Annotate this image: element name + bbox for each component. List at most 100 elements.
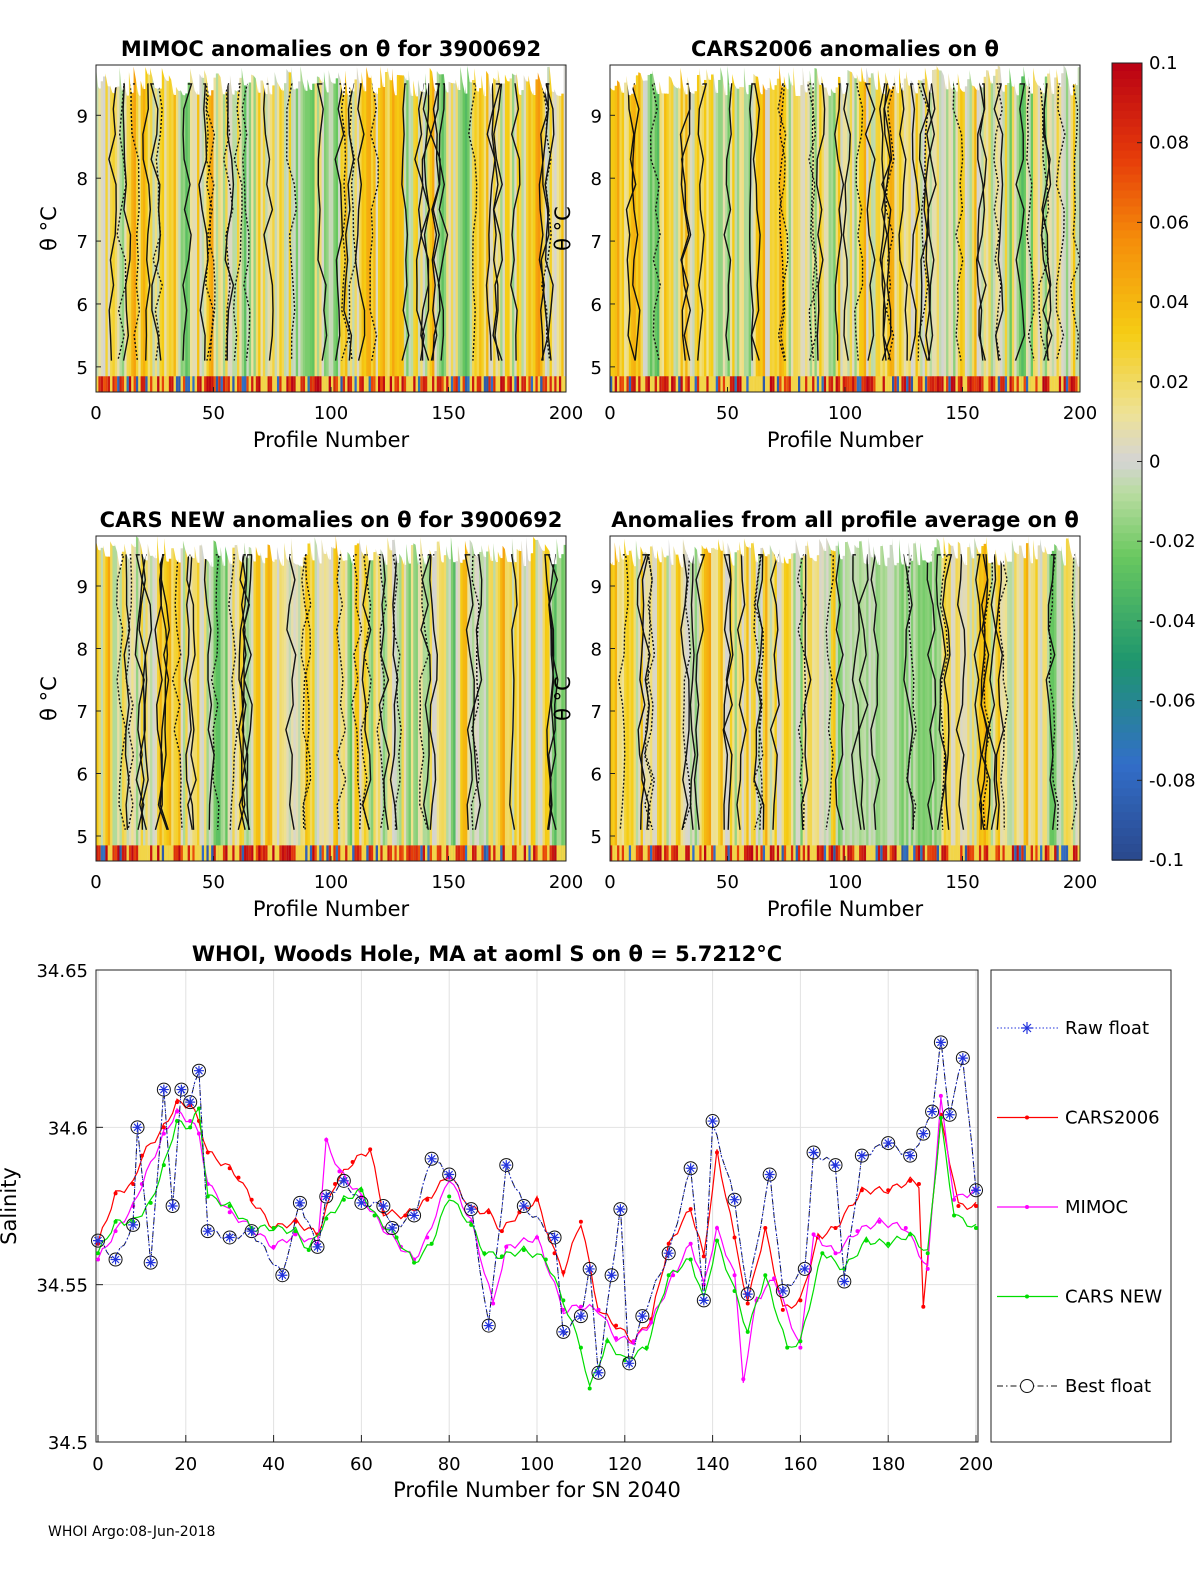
deep-layer-cell (192, 376, 196, 392)
data-point (688, 1207, 693, 1212)
data-point (202, 1226, 213, 1237)
data-point (483, 1320, 494, 1331)
deep-layer-cell (1058, 845, 1062, 861)
profile-column (887, 557, 891, 861)
profile-column (542, 550, 546, 861)
deep-layer-cell (472, 845, 475, 861)
colorbar-cell (1112, 198, 1142, 208)
contour-line (429, 554, 439, 830)
deep-layer-cell (284, 376, 287, 392)
profile-column (121, 90, 125, 392)
profile-column (908, 542, 912, 861)
series-line (97, 1038, 977, 1377)
profile-column (1056, 546, 1060, 861)
data-point (688, 1241, 693, 1246)
contour-line (909, 83, 921, 361)
colorbar-cell (1112, 405, 1142, 415)
deep-layer-cell (626, 845, 630, 861)
deep-layer-cell (476, 376, 480, 392)
y-tick-label: 6 (591, 295, 602, 316)
deep-layer-cell (828, 376, 832, 392)
colorbar-cell (1112, 724, 1142, 734)
profile-column (884, 566, 888, 861)
deep-layer-cell (934, 845, 938, 861)
deep-layer-cell (734, 845, 738, 861)
data-point (324, 1137, 329, 1142)
data-point (161, 1125, 166, 1130)
deep-layer-cell (124, 845, 128, 861)
profile-column (199, 545, 203, 861)
colorbar-cell (1112, 812, 1142, 821)
profile-column (863, 81, 867, 392)
deep-layer-cell (1014, 845, 1018, 861)
deep-layer-cell (241, 845, 245, 861)
contour-line (430, 83, 441, 361)
profile-column (110, 85, 114, 392)
deep-layer-cell (335, 376, 339, 392)
deep-layer-cell (140, 845, 144, 861)
profile-column (819, 538, 823, 861)
data-point (350, 1159, 355, 1164)
profile-column (150, 555, 153, 861)
deep-layer-cell (854, 845, 858, 861)
profile-column (239, 77, 243, 392)
y-tick-label: 9 (591, 577, 602, 598)
colorbar-cell (1112, 214, 1142, 224)
profile-column (403, 75, 407, 392)
profile-column (479, 88, 482, 392)
profile-column (272, 85, 276, 392)
profile-column (474, 68, 478, 392)
data-point (764, 1169, 775, 1180)
profile-column (746, 94, 750, 392)
deep-layer-cell (131, 845, 135, 861)
deep-layer-cell (387, 376, 391, 392)
panel-title: Anomalies from all profile average on θ (611, 508, 1079, 532)
y-tick-label: 5 (77, 827, 88, 848)
profile-column (649, 546, 653, 861)
profile-column (276, 546, 280, 861)
profile-column (610, 87, 613, 392)
deep-layer-cell (96, 376, 99, 392)
data-point (561, 1298, 566, 1303)
profile-column (788, 558, 792, 861)
profile-column (671, 77, 675, 392)
deep-layer-cell (396, 845, 400, 861)
deep-layer-cell (234, 845, 238, 861)
deep-layer-cell (314, 376, 318, 392)
deep-layer-cell (429, 376, 433, 392)
deep-layer-cell (988, 376, 992, 392)
profile-column (561, 554, 565, 861)
deep-layer-cell (722, 845, 726, 861)
profile-column (232, 94, 236, 392)
profile-column (837, 76, 841, 392)
x-tick-label: 50 (716, 403, 739, 424)
profile-column (809, 557, 813, 861)
profile-column (906, 71, 910, 392)
contour-line (239, 554, 251, 830)
deep-layer-cell (549, 376, 553, 392)
data-point (293, 1229, 298, 1234)
deep-layer-cell (227, 845, 231, 861)
profile-column (147, 543, 151, 861)
profile-column (746, 546, 750, 861)
profile-column (103, 76, 106, 392)
deep-layer-cell (814, 376, 818, 392)
data-point (935, 1037, 946, 1048)
deep-layer-cell (781, 845, 785, 861)
data-point (714, 1150, 719, 1155)
deep-layer-cell (260, 845, 264, 861)
deep-layer-cell (1023, 376, 1027, 392)
profile-column (288, 72, 292, 392)
contour-line (917, 83, 929, 361)
data-point (131, 1181, 136, 1186)
deep-layer-cell (1025, 376, 1029, 392)
contour-line (752, 554, 764, 830)
contour-line (697, 83, 708, 361)
deep-layer-cell (375, 376, 379, 392)
colorbar-cell (1112, 844, 1142, 853)
deep-layer-cell (427, 376, 431, 392)
deep-layer-cell (809, 845, 813, 861)
profile-column (269, 545, 273, 861)
data-point (394, 1235, 399, 1240)
